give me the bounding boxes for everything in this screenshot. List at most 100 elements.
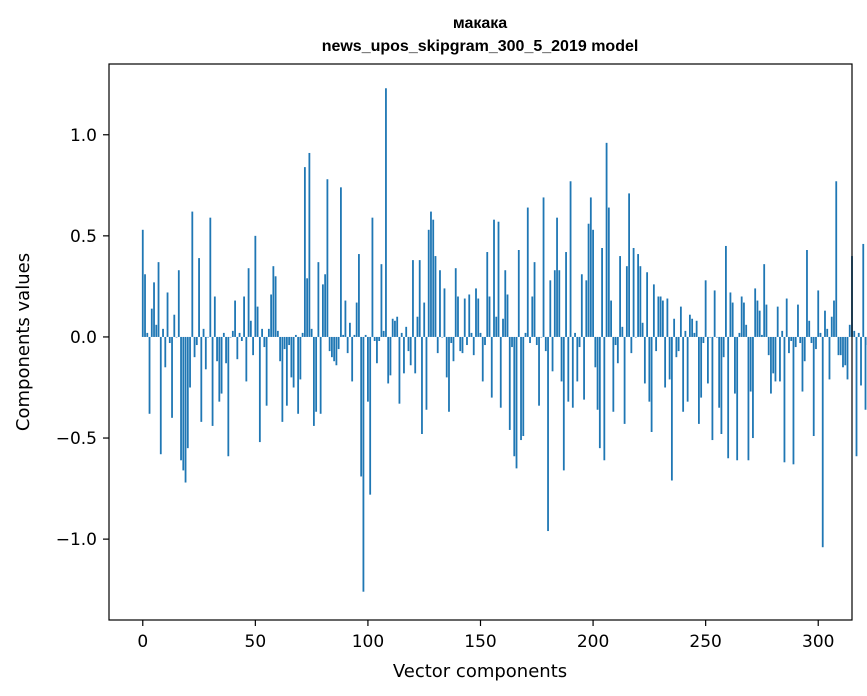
bar-component-241: [684, 330, 687, 337]
bar-component-68: [294, 334, 297, 337]
x-tick-label: 0: [137, 632, 148, 652]
x-tick-label: 50: [245, 632, 267, 652]
bar-component-169: [522, 336, 525, 437]
bar-component-136: [448, 336, 450, 412]
bar-component-60: [276, 330, 279, 337]
bar-component-253: [711, 336, 714, 441]
x-tick-label: 250: [689, 632, 721, 652]
bars-group: [141, 88, 867, 592]
bar-component-98: [362, 336, 365, 592]
bar-component-191: [571, 336, 574, 408]
bar-component-128: [430, 211, 432, 337]
bar-component-181: [549, 280, 552, 337]
bar-component-188: [565, 252, 567, 337]
bar-component-178: [542, 197, 545, 337]
bar-component-186: [560, 336, 563, 382]
bar-component-126: [425, 336, 428, 410]
bar-component-206: [605, 142, 608, 337]
bar-component-321: [864, 336, 867, 410]
bar-component-197: [585, 280, 588, 337]
bar-component-147: [472, 336, 475, 356]
bar-component-145: [468, 294, 471, 337]
bar-component-254: [713, 290, 716, 337]
bar-component-84: [331, 336, 333, 358]
bar-component-49: [252, 336, 254, 356]
bar-component-45: [243, 296, 245, 337]
bar-component-32: [213, 296, 216, 337]
bar-component-157: [495, 316, 498, 337]
bar-component-245: [693, 332, 696, 337]
bar-component-21: [189, 336, 191, 388]
bar-component-279: [770, 336, 772, 394]
bar-component-118: [407, 336, 410, 352]
bar-component-71: [301, 332, 304, 337]
bar-component-230: [659, 296, 662, 337]
bar-component-167: [517, 250, 520, 337]
y-tick-label: −0.5: [56, 429, 97, 449]
bar-component-132: [439, 270, 441, 337]
bar-component-267: [743, 302, 745, 337]
bar-component-58: [272, 266, 275, 337]
bar-component-261: [729, 292, 732, 337]
bar-component-166: [515, 336, 518, 469]
bar-component-313: [846, 336, 849, 380]
bar-component-307: [833, 300, 835, 337]
bar-component-214: [623, 336, 626, 424]
bar-component-236: [673, 318, 676, 337]
bar-component-207: [607, 207, 610, 337]
bar-component-155: [490, 336, 493, 398]
bar-component-149: [477, 298, 480, 337]
bar-component-127: [427, 229, 430, 337]
bar-component-257: [720, 336, 723, 434]
bar-component-184: [556, 217, 558, 337]
bar-component-25: [198, 258, 200, 337]
bar-component-263: [734, 336, 736, 394]
bar-component-6: [155, 324, 158, 337]
bar-component-256: [718, 336, 721, 408]
bar-component-218: [632, 247, 635, 337]
bar-component-220: [637, 254, 640, 337]
bar-component-53: [261, 328, 263, 337]
bar-component-96: [358, 254, 360, 337]
bar-component-310: [839, 336, 842, 356]
bar-component-110: [389, 336, 392, 376]
bar-component-1: [144, 274, 146, 337]
bar-component-234: [668, 336, 671, 380]
bar-component-259: [725, 245, 727, 337]
bar-component-217: [630, 336, 633, 354]
bar-component-102: [371, 217, 374, 337]
bar-component-91: [346, 336, 349, 354]
bar-component-208: [610, 300, 612, 337]
bar-component-14: [173, 314, 176, 337]
bar-component-152: [484, 336, 486, 346]
bar-component-272: [754, 288, 757, 337]
bar-component-161: [504, 270, 507, 337]
bar-component-226: [650, 336, 653, 432]
bar-component-215: [625, 266, 628, 337]
bar-component-143: [463, 298, 466, 337]
bar-component-252: [709, 336, 712, 338]
bar-component-65: [288, 336, 291, 346]
bar-component-18: [182, 336, 185, 471]
bar-component-37: [225, 336, 227, 364]
bar-component-141: [459, 336, 462, 352]
bar-component-249: [702, 336, 705, 344]
bar-component-187: [562, 336, 565, 471]
bar-component-268: [745, 324, 748, 337]
bar-component-90: [344, 300, 347, 337]
chart-subtitle: news_upos_skipgram_300_5_2019 model: [322, 38, 639, 55]
bar-component-266: [740, 296, 743, 337]
bar-component-10: [164, 336, 167, 368]
bar-component-81: [324, 274, 327, 337]
x-tick-label: 100: [352, 632, 384, 652]
bar-component-79: [319, 336, 322, 414]
bar-component-59: [274, 276, 277, 337]
bar-component-70: [299, 336, 302, 380]
bar-component-93: [351, 336, 354, 382]
bar-component-23: [193, 336, 196, 358]
bar-component-146: [470, 332, 473, 337]
bar-component-75: [310, 328, 313, 337]
bar-component-228: [655, 336, 658, 352]
bar-component-297: [810, 336, 813, 344]
